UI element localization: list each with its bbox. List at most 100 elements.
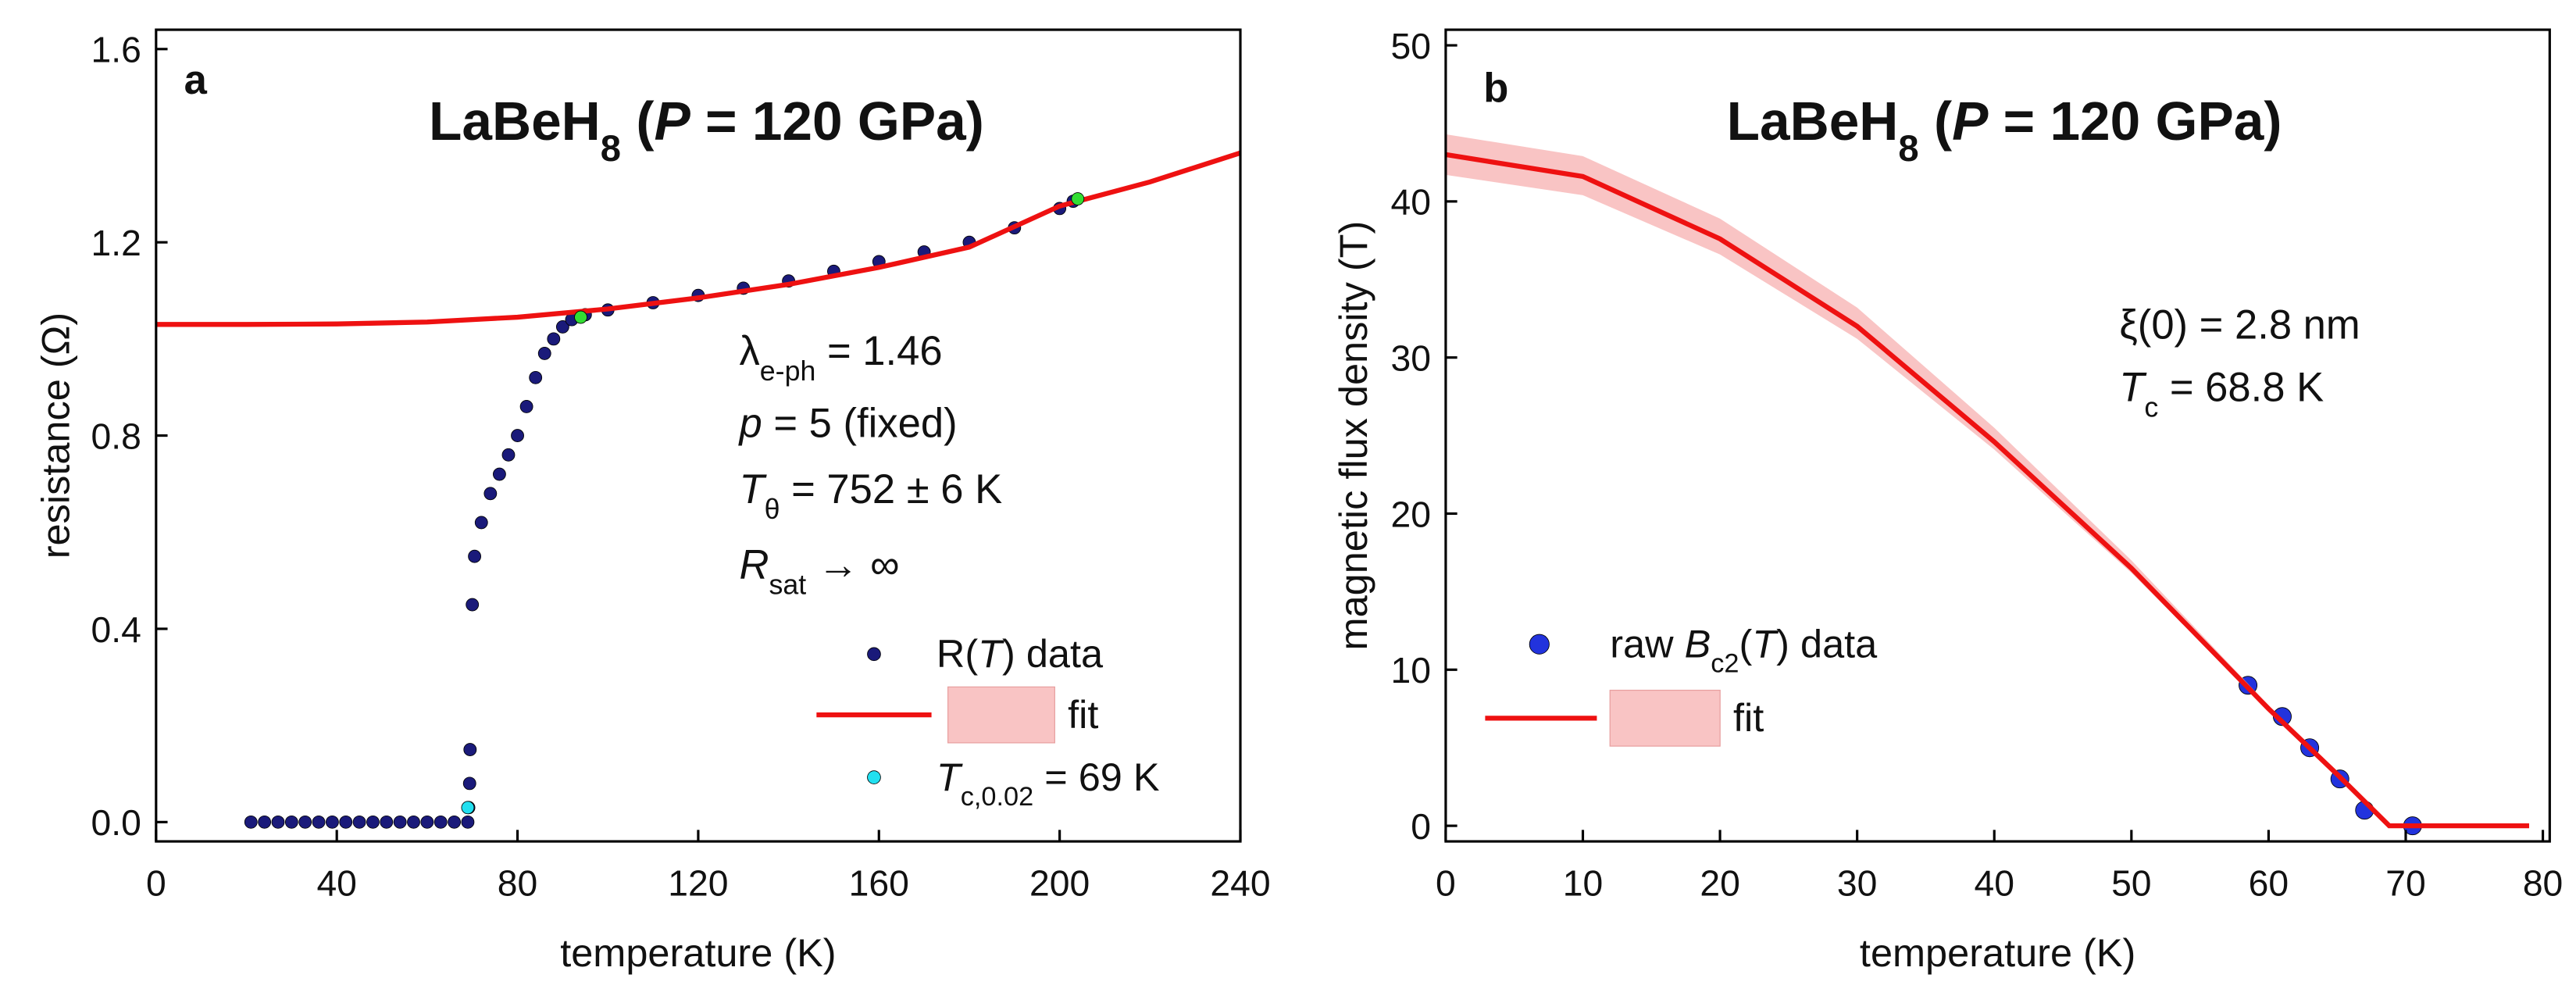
legend-label-part: ) data — [1002, 631, 1104, 676]
x-tick-label: 40 — [1975, 863, 2014, 904]
data-point — [258, 815, 272, 829]
annotation: p = 5 (fixed) — [737, 401, 957, 447]
data-point — [433, 815, 448, 829]
fit-line — [155, 150, 1241, 327]
annotation-part: ξ(0) = 2.8 nm — [2119, 302, 2360, 348]
chart-title-part: LaBeH — [429, 91, 601, 152]
panel-label: b — [1483, 66, 1508, 112]
data-point — [312, 815, 326, 829]
y-tick-label: 1.2 — [91, 223, 141, 263]
data-point — [1071, 192, 1085, 205]
x-tick-label: 50 — [2111, 863, 2151, 904]
legend-marker — [867, 770, 881, 784]
annotation-part: e-ph — [760, 355, 816, 387]
data-point — [271, 815, 285, 829]
annotation-part: = 752 ± 6 K — [780, 466, 1003, 512]
legend-label-part: T — [1752, 622, 1779, 666]
y-tick-label: 10 — [1391, 650, 1431, 691]
chart-title-part: = 120 GPa) — [690, 91, 984, 152]
annotation: λe-ph = 1.46 — [739, 328, 942, 387]
annotation: Tθ = 752 ± 6 K — [739, 466, 1002, 525]
annotation-part: = 5 (fixed) — [762, 401, 958, 447]
x-tick-label: 10 — [1563, 863, 1603, 904]
legend-band — [947, 686, 1055, 744]
legend-label-part: fit — [1733, 695, 1764, 740]
annotation-part: c — [2144, 391, 2158, 423]
chart-title: LaBeH8 (P = 120 GPa) — [1727, 91, 2282, 170]
data-point — [547, 332, 561, 346]
annotation-part: sat — [769, 569, 806, 601]
data-point — [483, 487, 498, 501]
annotation: Tc = 68.8 K — [2119, 364, 2324, 423]
y-tick-label: 1.6 — [91, 30, 141, 70]
data-point — [461, 815, 475, 829]
confidence-band — [1445, 134, 2530, 826]
data-point — [448, 815, 461, 829]
chart-title-part: P — [654, 91, 690, 152]
legend-marker — [1529, 634, 1550, 655]
plot-frame — [1444, 28, 2551, 843]
data-point — [555, 320, 569, 334]
annotation-part: R — [739, 542, 769, 588]
data-point — [352, 815, 366, 829]
y-axis-label: resistance (Ω) — [33, 312, 77, 559]
data-point — [462, 776, 476, 791]
legend-label-part: fit — [1068, 692, 1098, 737]
data-point — [393, 815, 407, 829]
annotation-part: λ — [739, 328, 759, 374]
y-axis-label: magnetic flux density (T) — [1331, 221, 1375, 651]
x-tick-label: 80 — [498, 863, 537, 904]
data-point — [298, 815, 312, 829]
legend-label: fit — [1733, 695, 1764, 740]
data-point — [529, 370, 543, 384]
data-point — [325, 815, 339, 829]
data-point — [380, 815, 394, 829]
chart-title-part: = 120 GPa) — [1988, 91, 2282, 152]
chart-title-part: LaBeH — [1727, 91, 1899, 152]
annotation-part: p — [737, 401, 762, 447]
annotation-part: = 68.8 K — [2158, 364, 2324, 410]
x-tick-label: 30 — [1837, 863, 1877, 904]
x-tick-label: 60 — [2249, 863, 2289, 904]
y-tick-label: 0 — [1411, 806, 1431, 847]
x-tick-label: 160 — [849, 863, 909, 904]
fit-line — [1445, 152, 2530, 829]
x-tick-label: 40 — [316, 863, 356, 904]
x-tick-label: 80 — [2523, 863, 2563, 904]
annotation-part: T — [739, 466, 767, 512]
legend-label-part: B — [1685, 622, 1711, 666]
data-point — [474, 516, 488, 530]
annotation-part: θ — [765, 494, 780, 525]
legend-label: R(T) data — [937, 631, 1104, 676]
chart-title-part: ( — [621, 91, 655, 152]
data-point — [466, 598, 480, 612]
chart-title: LaBeH8 (P = 120 GPa) — [429, 91, 984, 170]
legend-label-part: T — [937, 755, 963, 799]
annotation: ξ(0) = 2.8 nm — [2119, 302, 2360, 348]
legend-label: Tc,0.02 = 69 K — [937, 755, 1160, 812]
legend-label-part: R( — [937, 631, 978, 676]
x-tick-label: 20 — [1700, 863, 1739, 904]
data-point — [511, 429, 524, 442]
chart-title-part: 8 — [1898, 127, 1918, 169]
annotation-part: = 1.46 — [815, 328, 942, 374]
legend-label-part: = 69 K — [1033, 755, 1160, 799]
data-point — [366, 815, 380, 829]
panel-label: a — [184, 57, 208, 103]
y-tick-label: 40 — [1391, 182, 1431, 223]
data-point — [244, 815, 258, 829]
x-axis-label: temperature (K) — [1860, 930, 2135, 975]
legend-label-part: ) data — [1776, 622, 1878, 666]
y-tick-label: 20 — [1391, 494, 1431, 534]
data-point — [468, 549, 482, 563]
data-point — [407, 815, 420, 829]
y-tick-label: 0.0 — [91, 802, 141, 843]
x-tick-label: 70 — [2385, 863, 2425, 904]
x-tick-label: 0 — [146, 863, 166, 904]
data-point — [420, 815, 434, 829]
x-tick-label: 240 — [1210, 863, 1270, 904]
chart-title-part: ( — [1919, 91, 1953, 152]
data-point — [339, 815, 353, 829]
